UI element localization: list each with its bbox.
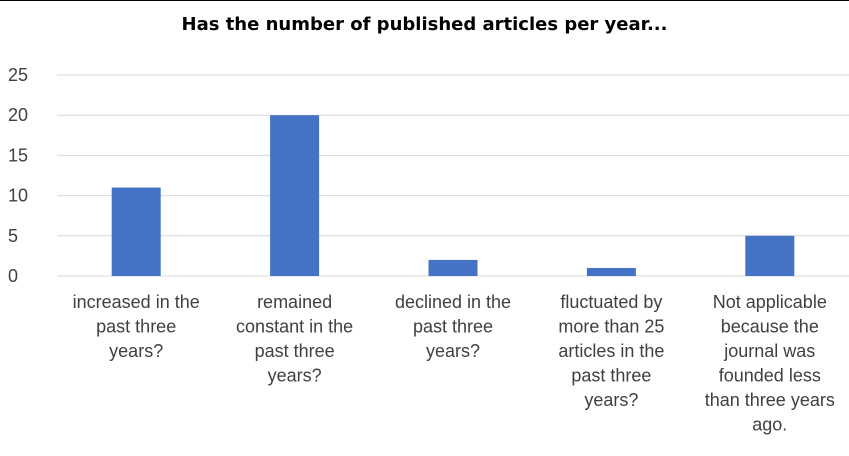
x-category-label: founded less	[719, 366, 821, 386]
x-category-label: past three	[571, 366, 651, 386]
bar	[428, 259, 478, 276]
x-category-label: constant in the	[236, 317, 353, 337]
bar	[745, 235, 795, 276]
y-tick-label: 25	[8, 65, 28, 85]
y-tick-label: 15	[8, 145, 28, 165]
chart-title: Has the number of published articles per…	[181, 14, 668, 35]
x-category-label: ago.	[752, 415, 787, 435]
x-category-label: declined in the	[395, 292, 511, 312]
x-category-label: past three	[255, 341, 335, 361]
y-tick-label: 10	[8, 186, 28, 206]
x-category-label: journal was	[723, 341, 815, 361]
x-category-label: fluctuated by	[560, 292, 662, 312]
x-category-label: years?	[584, 390, 638, 410]
x-category-label: articles in the	[558, 341, 664, 361]
bar	[270, 115, 320, 276]
x-category-label: more than 25	[558, 317, 664, 337]
x-category-label: because the	[721, 317, 819, 337]
x-category-label: Not applicable	[713, 292, 827, 312]
y-tick-label: 0	[8, 266, 18, 286]
x-category-label: past three	[413, 317, 493, 337]
x-category-label: years?	[426, 341, 480, 361]
x-category-label: years?	[268, 366, 322, 386]
x-category-label: than three years	[705, 390, 835, 410]
y-tick-label: 5	[8, 226, 18, 246]
bar	[111, 187, 161, 276]
x-category-label: remained	[257, 292, 332, 312]
bar	[586, 267, 636, 276]
x-category-label: years?	[109, 341, 163, 361]
x-category-label: increased in the	[73, 292, 200, 312]
x-category-label: past three	[96, 317, 176, 337]
y-tick-label: 20	[8, 105, 28, 125]
